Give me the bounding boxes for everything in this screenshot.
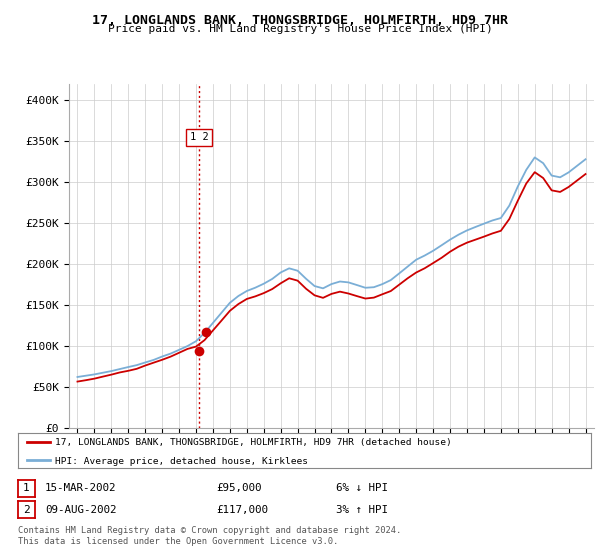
Text: £117,000: £117,000	[216, 505, 268, 515]
Text: 3% ↑ HPI: 3% ↑ HPI	[336, 505, 388, 515]
Text: 6% ↓ HPI: 6% ↓ HPI	[336, 483, 388, 493]
Text: Price paid vs. HM Land Registry's House Price Index (HPI): Price paid vs. HM Land Registry's House …	[107, 24, 493, 34]
Text: 1: 1	[23, 483, 30, 493]
Text: 2: 2	[23, 505, 30, 515]
Text: 09-AUG-2002: 09-AUG-2002	[45, 505, 116, 515]
Text: 17, LONGLANDS BANK, THONGSBRIDGE, HOLMFIRTH, HD9 7HR: 17, LONGLANDS BANK, THONGSBRIDGE, HOLMFI…	[92, 14, 508, 27]
Text: This data is licensed under the Open Government Licence v3.0.: This data is licensed under the Open Gov…	[18, 537, 338, 546]
Text: HPI: Average price, detached house, Kirklees: HPI: Average price, detached house, Kirk…	[55, 456, 308, 465]
Text: 17, LONGLANDS BANK, THONGSBRIDGE, HOLMFIRTH, HD9 7HR (detached house): 17, LONGLANDS BANK, THONGSBRIDGE, HOLMFI…	[55, 438, 452, 447]
Text: £95,000: £95,000	[216, 483, 262, 493]
Text: 1 2: 1 2	[190, 132, 209, 142]
Text: Contains HM Land Registry data © Crown copyright and database right 2024.: Contains HM Land Registry data © Crown c…	[18, 526, 401, 535]
Text: 15-MAR-2002: 15-MAR-2002	[45, 483, 116, 493]
